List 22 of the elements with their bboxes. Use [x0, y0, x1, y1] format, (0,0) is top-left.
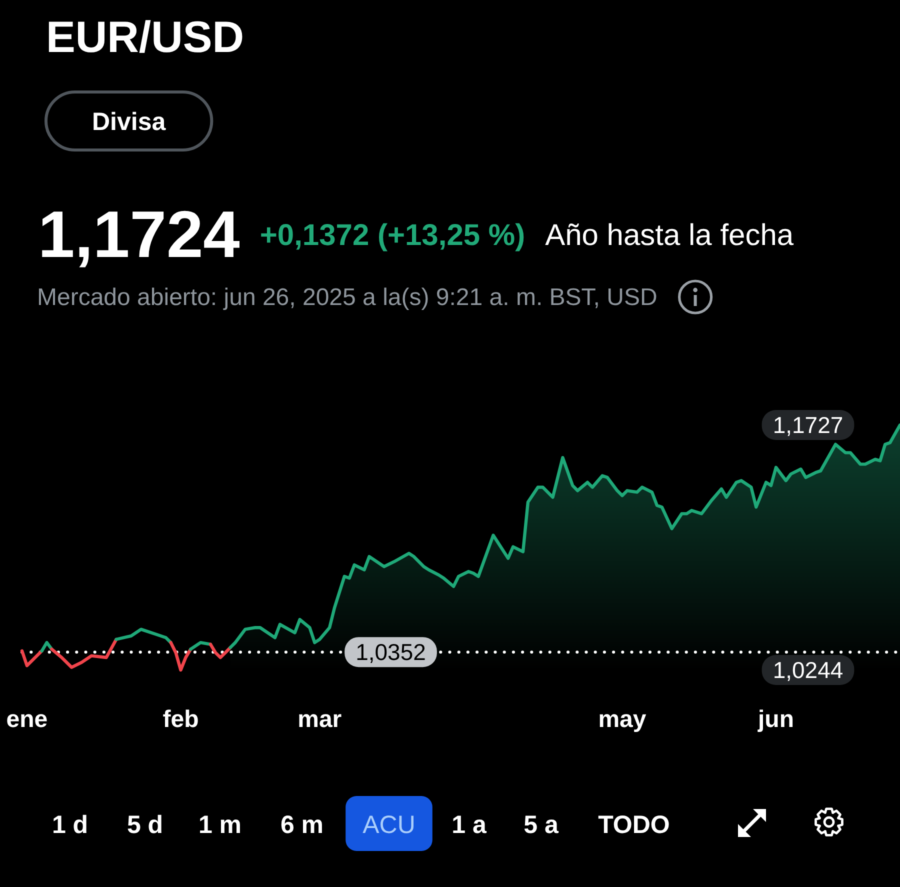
text: 6 m: [280, 811, 324, 839]
text: Año hasta la fecha: [545, 219, 794, 252]
annotation: 1,0244: [772, 657, 844, 683]
x-tick-label: ene: [6, 706, 48, 733]
annotation: 1,1727: [772, 412, 844, 438]
text: 1 d: [52, 811, 88, 839]
text: 1 m: [198, 811, 242, 839]
text: 5 d: [126, 811, 164, 839]
text: +0,1372 (+13,25 %): [260, 219, 526, 252]
chart-title: EUR/USD: [46, 13, 244, 62]
x-tick-label: mar: [298, 706, 342, 733]
text: Mercado abierto: jun 26, 2025 a la(s) 9:21 a. m. BST, USD: [37, 284, 658, 311]
x-tick-label: feb: [162, 706, 199, 733]
text: Divisa: [92, 108, 167, 136]
x-tick-label: may: [598, 706, 647, 733]
text: 1 a: [452, 811, 488, 839]
x-tick-label: jun: [756, 706, 794, 733]
text: 1,1724: [38, 197, 240, 271]
text: 5 a: [524, 811, 560, 839]
text: TODO: [598, 811, 670, 839]
text: ACU: [362, 811, 416, 839]
ref-line-label: 1,0352: [356, 639, 426, 666]
